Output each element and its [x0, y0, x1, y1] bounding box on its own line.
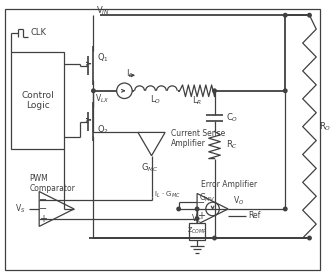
Text: PWM
Comparator: PWM Comparator [30, 174, 75, 193]
Text: Current Sense
Amplifier: Current Sense Amplifier [171, 129, 225, 148]
Circle shape [308, 14, 311, 17]
Circle shape [195, 217, 199, 220]
Text: +: + [39, 214, 47, 224]
Text: V$_S$: V$_S$ [15, 203, 26, 215]
Text: Error Amplifier: Error Amplifier [201, 180, 257, 189]
Text: I$_L$: I$_L$ [126, 67, 133, 79]
Text: +: + [197, 211, 205, 221]
Text: Q$_2$: Q$_2$ [97, 123, 109, 136]
Text: −: − [197, 198, 205, 208]
Circle shape [177, 207, 180, 211]
Text: I$_L$ · G$_{MC}$: I$_L$ · G$_{MC}$ [155, 189, 181, 199]
Text: Control
Logic: Control Logic [21, 91, 54, 110]
Circle shape [283, 207, 287, 211]
Text: V$_C$: V$_C$ [190, 212, 202, 225]
Text: R$_C$: R$_C$ [226, 139, 238, 151]
Text: V$_{IN}$: V$_{IN}$ [96, 4, 110, 17]
Text: G$_{MC}$: G$_{MC}$ [141, 161, 159, 174]
Circle shape [213, 236, 216, 240]
Text: Q$_1$: Q$_1$ [97, 52, 109, 64]
Circle shape [283, 14, 287, 17]
Text: R$_O$: R$_O$ [319, 120, 331, 133]
Circle shape [308, 236, 311, 240]
Circle shape [92, 89, 95, 93]
Circle shape [283, 89, 287, 93]
Text: Ref: Ref [248, 211, 261, 220]
Bar [11, 52, 64, 149]
Text: −: − [39, 195, 47, 205]
Text: −: − [39, 204, 47, 214]
Text: C$_O$: C$_O$ [226, 112, 238, 124]
Text: Z$_{COMP}$: Z$_{COMP}$ [187, 226, 207, 236]
Text: L$_R$: L$_R$ [192, 94, 202, 107]
Text: CLK: CLK [30, 28, 46, 37]
Circle shape [213, 89, 216, 93]
Text: G$_{MV}$: G$_{MV}$ [199, 191, 216, 204]
Text: V$_O$: V$_O$ [233, 195, 244, 207]
Bar [189, 222, 205, 240]
Circle shape [195, 207, 199, 211]
Text: V$_{LX}$: V$_{LX}$ [95, 92, 110, 105]
Text: L$_O$: L$_O$ [150, 93, 162, 106]
